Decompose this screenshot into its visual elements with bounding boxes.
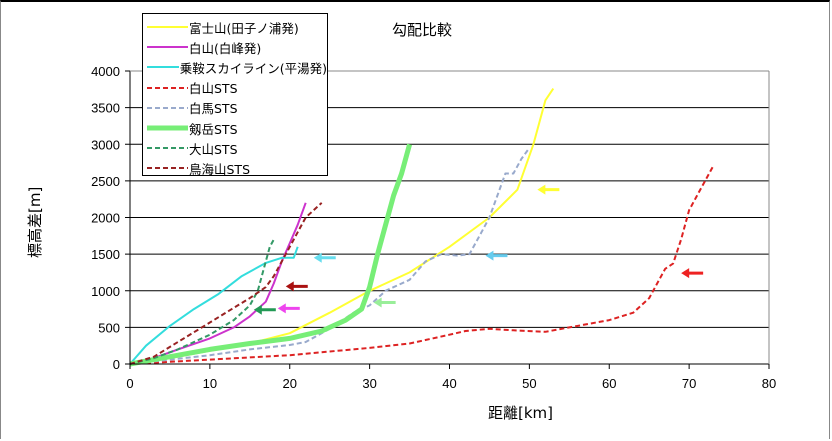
legend: 富士山(田子ノ浦発) 白山(白峰発) 乗鞍スカイライン(平湯発) 白山STS 白馬STS… <box>142 13 328 178</box>
legend-item: 剱岳STS <box>147 118 327 138</box>
y-tick-label: 0 <box>113 357 120 372</box>
x-tick-label: 80 <box>762 376 776 391</box>
y-tick-label: 3000 <box>91 137 120 152</box>
annotation-arrows <box>253 184 704 315</box>
legend-label: 白馬STS <box>189 101 238 117</box>
legend-swatch <box>147 66 179 69</box>
legend-label: 剱岳STS <box>189 121 238 137</box>
y-tick-label: 4000 <box>91 64 120 79</box>
legend-item: 大山STS <box>147 138 327 158</box>
arrow-head <box>485 250 494 261</box>
y-tick-label: 2500 <box>91 174 120 189</box>
x-tick-label: 20 <box>283 376 297 391</box>
series-line <box>129 202 323 365</box>
arrow-head <box>373 297 382 308</box>
legend-item: 白馬STS <box>147 98 327 118</box>
arrow-head <box>285 281 294 292</box>
x-axis-label: 距離[km] <box>488 404 553 422</box>
legend-label: 乗鞍スカイライン(平湯発) <box>179 60 327 76</box>
legend-swatch <box>147 147 188 150</box>
arrow-head <box>253 304 262 315</box>
series-line <box>129 147 531 365</box>
legend-swatch <box>147 167 188 170</box>
x-tick-label: 40 <box>442 376 456 391</box>
chart-title: 勾配比較 <box>392 21 452 39</box>
legend-swatch <box>147 26 188 29</box>
y-tick-label: 1500 <box>91 247 120 262</box>
legend-label: 白山STS <box>189 81 238 97</box>
arrow-head <box>537 184 546 195</box>
legend-item: 白山(白峰発) <box>147 37 327 57</box>
legend-label: 白山(白峰発) <box>189 40 262 56</box>
x-tick-label: 10 <box>203 376 217 391</box>
legend-item: 白山STS <box>147 78 327 98</box>
arrow-head <box>313 252 322 263</box>
legend-item: 富士山(田子ノ浦発) <box>147 17 327 37</box>
legend-label: 富士山(田子ノ浦発) <box>189 20 299 36</box>
legend-label: 大山STS <box>189 141 238 157</box>
y-axis-label: 標高差[m] <box>26 187 44 258</box>
arrow-head <box>681 268 690 279</box>
x-tick-label: 70 <box>682 376 696 391</box>
y-tick-label: 2000 <box>91 211 120 226</box>
series-line <box>129 143 413 367</box>
series-line <box>129 246 299 365</box>
axes: 0 500 1000 1500 2000 2500 3000 3500 4000 0 10 20 30 4… <box>91 64 776 391</box>
x-tick-label: 50 <box>522 376 536 391</box>
x-tick-label: 30 <box>362 376 376 391</box>
y-tick-label: 3500 <box>91 101 120 116</box>
legend-swatch <box>147 125 188 131</box>
y-tick-label: 500 <box>98 320 120 335</box>
x-tick-label: 60 <box>602 376 616 391</box>
legend-label: 鳥海山STS <box>189 161 251 177</box>
series-line <box>129 165 714 365</box>
legend-swatch <box>147 46 188 49</box>
series-lines <box>129 88 714 367</box>
y-tick-label: 1000 <box>91 284 120 299</box>
series-line <box>129 239 275 365</box>
legend-item: 乗鞍スカイライン(平湯発) <box>147 57 327 77</box>
x-tick-label: 0 <box>126 376 133 391</box>
arrow-head <box>277 303 286 314</box>
legend-swatch <box>147 86 188 89</box>
legend-swatch <box>147 106 188 109</box>
legend-item: 鳥海山STS <box>147 158 327 178</box>
